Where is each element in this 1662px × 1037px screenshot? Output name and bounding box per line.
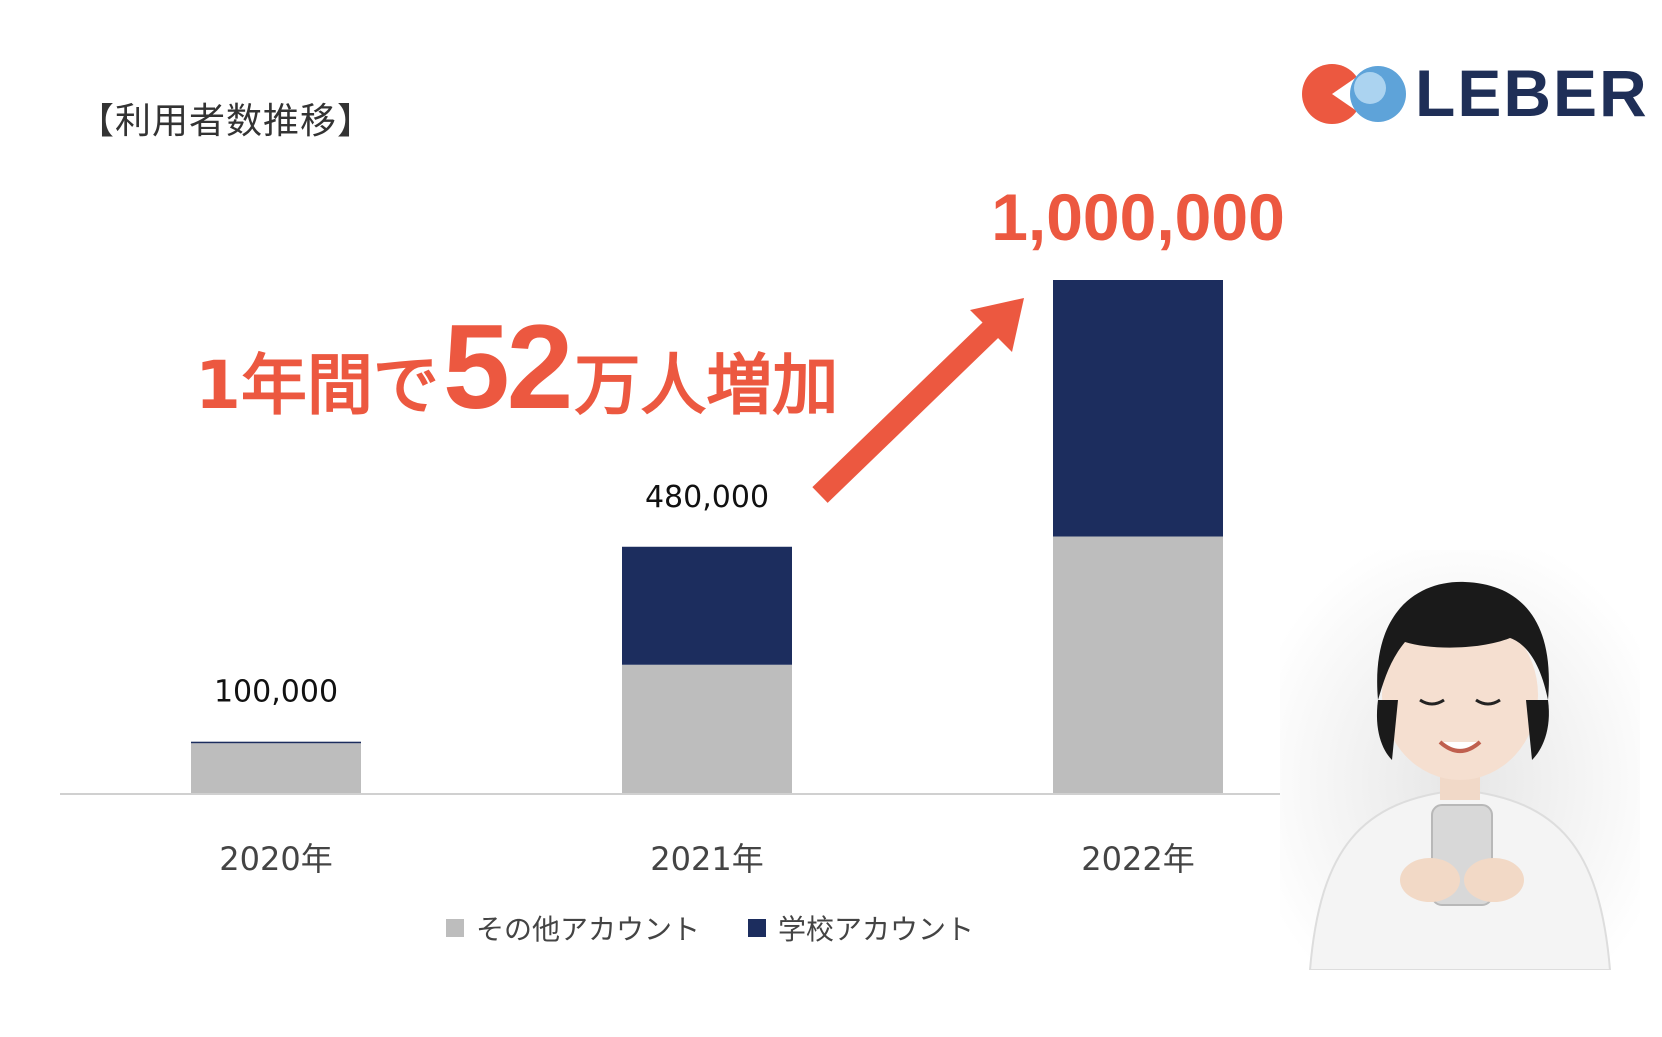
bar-school-2 [1053, 280, 1223, 537]
total-data-label-1: 480,000 [645, 480, 769, 515]
bar-school-1 [622, 546, 792, 665]
legend-swatch-school [748, 919, 767, 937]
x-tick-label-2022: 2022年 [1081, 840, 1195, 878]
headline-prefix: 1年間で [195, 347, 439, 424]
headline-number: 52 [442, 300, 573, 434]
woman-with-phone-photo [1280, 550, 1640, 970]
growth-arrow [812, 298, 1024, 503]
headline-suffix: 万人増加 [574, 347, 839, 424]
brand-name: LEBER [1415, 56, 1649, 130]
legend-label-school: 学校アカウント [778, 913, 975, 946]
x-tick-label-2021: 2021年 [650, 840, 764, 878]
legend-item-other: その他アカウント [446, 908, 700, 948]
total-data-label-2: 1,000,000 [991, 180, 1285, 254]
legend-label-other: その他アカウント [476, 913, 701, 946]
bar-other-1 [622, 664, 792, 793]
legend-swatch-other [446, 919, 464, 937]
x-tick-label-2020: 2020年 [219, 840, 333, 878]
bar-group: 100,000 480,000 1,000,000 [191, 180, 1285, 793]
total-data-label-0: 100,000 [214, 675, 338, 710]
page-title: 【利用者数推移】 [78, 101, 375, 142]
bar-school-0 [191, 741, 361, 744]
growth-headline: 1年間で52万人増加 [195, 298, 838, 436]
chart-legend: その他アカウント 学校アカウント [446, 908, 1022, 948]
bar-other-2 [1053, 536, 1223, 793]
logo-mark-icon [1302, 64, 1406, 124]
bar-other-0 [191, 743, 361, 793]
legend-item-school: 学校アカウント [748, 908, 974, 948]
